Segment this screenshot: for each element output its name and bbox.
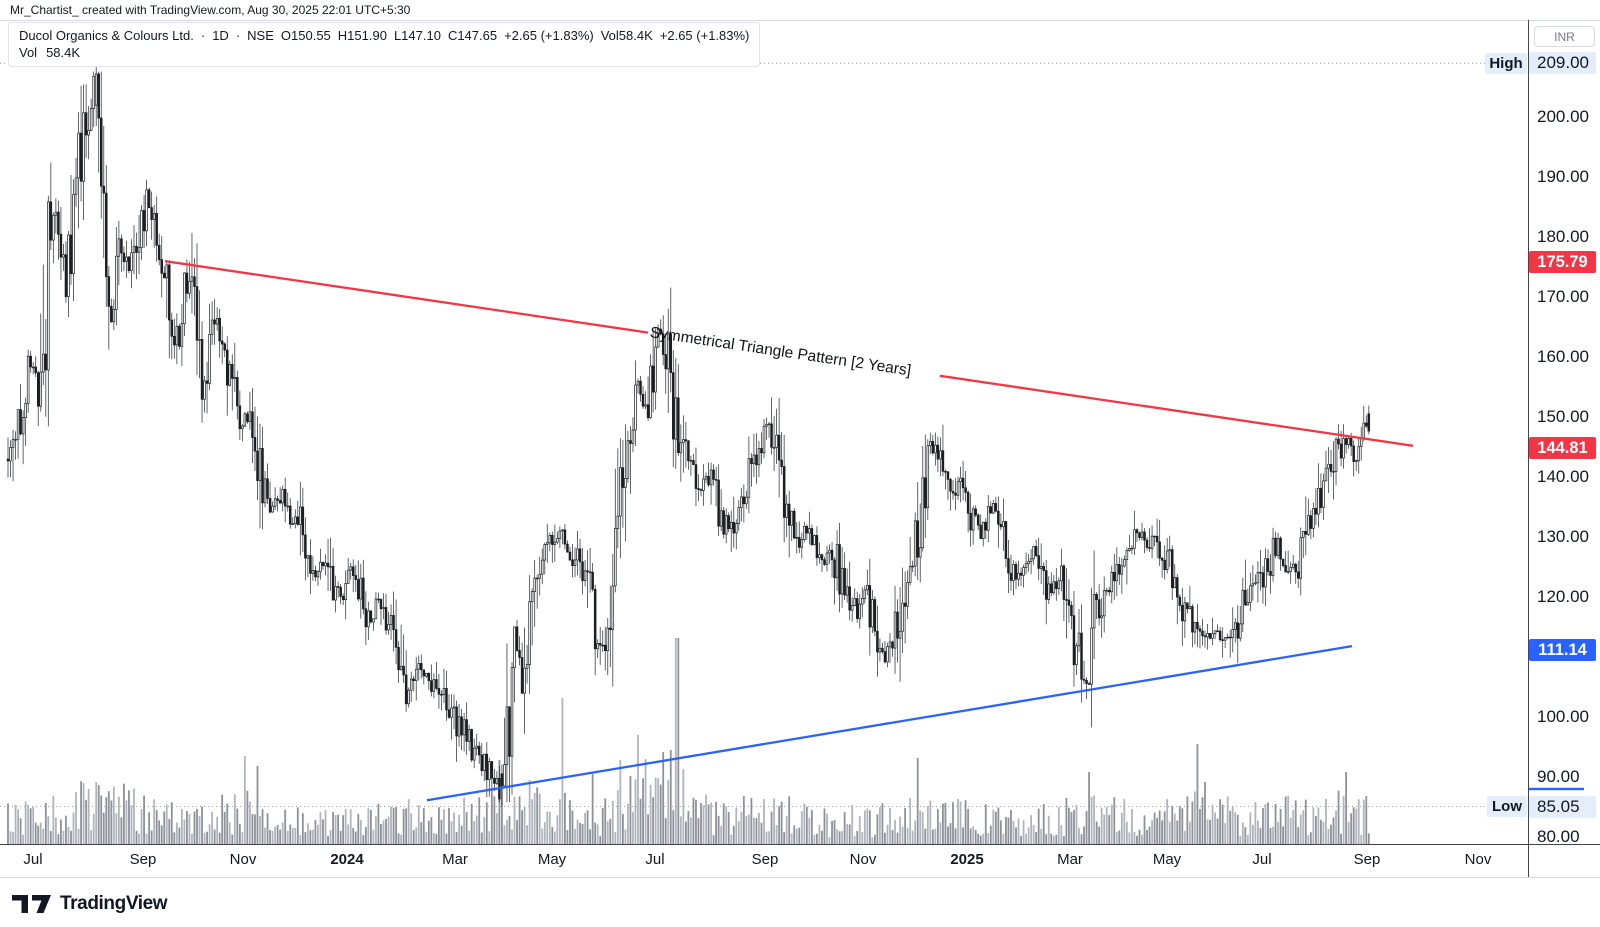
legend-part: Ducol Organics & Colours Ltd. [19, 28, 194, 43]
low-marker-label: Low [1487, 796, 1527, 818]
candles [6, 63, 1371, 807]
price-tick-label: 100.00 [1537, 706, 1589, 726]
tradingview-wordmark[interactable]: TradingView [60, 893, 168, 914]
volume-bars [7, 638, 1370, 844]
price-tick-label: 209.00 [1529, 52, 1596, 75]
price-tick-label: 80.00 [1537, 826, 1580, 846]
time-tick-label: Mar [1057, 851, 1083, 868]
high-marker-label: High [1485, 52, 1527, 74]
legend-part: +2.65 (+1.83%) [504, 28, 594, 43]
price-tick-label: 180.00 [1537, 227, 1589, 247]
tradingview-footer: TradingView [12, 893, 168, 915]
trendline-upper-resistance[interactable] [939, 374, 1414, 447]
price-tick-label: 200.00 [1537, 107, 1589, 127]
price-tick-label: 190.00 [1537, 167, 1589, 187]
price-tick-label: 140.00 [1537, 466, 1589, 486]
time-tick-label: Jul [645, 851, 665, 868]
legend-part: O150.55 [280, 28, 331, 43]
time-tick-label: Jul [23, 851, 43, 868]
time-tick-label: Sep [129, 851, 157, 868]
time-tick-label: May [537, 851, 567, 868]
time-tick-label: Nov [849, 851, 877, 868]
trendline-upper-resistance[interactable] [164, 259, 649, 334]
price-tick-label: 130.00 [1537, 526, 1589, 546]
legend-part: · [200, 28, 206, 43]
symbol-ohlc-row: Ducol Organics & Colours Ltd. · 1D · NSE O150… [19, 27, 749, 44]
legend-part: Vol58.4K [600, 28, 653, 43]
price-tick-label: 85.05 [1529, 795, 1596, 818]
support-line-axis-tick [1528, 787, 1584, 791]
time-tick-label: Mar [442, 851, 468, 868]
trendline-lower-support[interactable] [426, 644, 1353, 802]
price-tick-label: 120.00 [1537, 586, 1589, 606]
legend-part: C147.65 [447, 28, 498, 43]
price-tick-label: 170.00 [1537, 287, 1589, 307]
time-tick-label: 2025 [950, 851, 984, 868]
chart-credit-text: Mr_Chartist_ created with TradingView.co… [10, 3, 411, 17]
volume-row: Vol 58.4K [19, 44, 749, 61]
tradingview-logo-icon[interactable] [12, 894, 52, 914]
price-tick-label: 160.00 [1537, 347, 1589, 367]
volume-label: Vol [19, 45, 38, 60]
time-tick-label: 2024 [330, 851, 364, 868]
trendline-price-chip: 111.14 [1529, 639, 1596, 662]
legend-part: +2.65 (+1.83%) [659, 28, 750, 43]
time-tick-label: Nov [229, 851, 257, 868]
currency-badge[interactable]: INR [1534, 26, 1595, 47]
time-tick-label: May [1152, 851, 1182, 868]
legend-part: L147.10 [393, 28, 441, 43]
time-tick-label: Nov [1464, 851, 1492, 868]
time-tick-label: Sep [751, 851, 779, 868]
legend-part: NSE [247, 28, 274, 43]
legend-part: · [235, 28, 241, 43]
trendline-price-chip: 175.79 [1529, 251, 1596, 274]
time-tick-label: Sep [1353, 851, 1381, 868]
symbol-legend-box[interactable]: Ducol Organics & Colours Ltd. · 1D · NSE O150… [8, 22, 761, 67]
price-tick-label: 150.00 [1537, 407, 1589, 426]
price-tick-label: 90.00 [1537, 766, 1580, 786]
legend-part: H151.90 [337, 28, 387, 43]
trendline-price-chip: 144.81 [1529, 437, 1596, 460]
legend-part: 1D [212, 28, 229, 43]
volume-value: 58.4K [46, 45, 81, 60]
time-tick-label: Jul [1252, 851, 1272, 868]
